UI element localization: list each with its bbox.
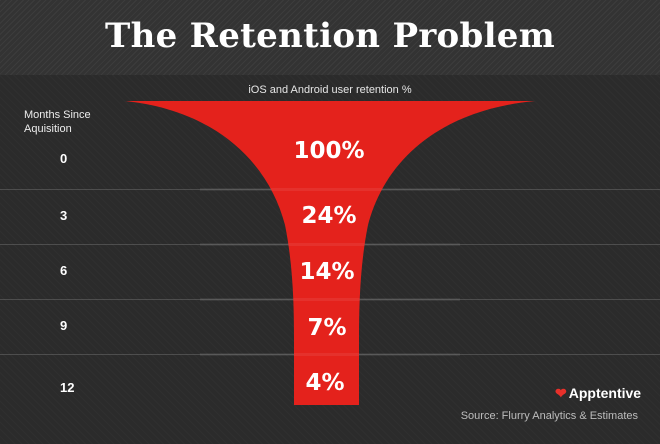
title-banner xyxy=(0,0,660,76)
chart-title: The Retention Problem xyxy=(104,16,556,56)
month-label-12: 12 xyxy=(60,380,75,395)
funnel-band xyxy=(200,243,460,246)
funnel-shape xyxy=(125,101,535,405)
funnel-band xyxy=(200,298,460,301)
brand-logo: ❤ Apptentive xyxy=(555,385,641,402)
month-label-6: 6 xyxy=(60,263,68,278)
funnel-row-bands xyxy=(200,188,460,356)
value-label-4: 4% xyxy=(305,370,344,396)
funnel-band xyxy=(200,353,460,356)
value-label-7: 7% xyxy=(307,315,346,341)
month-label-0: 0 xyxy=(60,151,68,166)
month-label-9: 9 xyxy=(60,318,68,333)
brand-name: Apptentive xyxy=(568,385,642,401)
chart-subtitle: iOS and Android user retention % xyxy=(248,84,412,96)
funnel-band xyxy=(200,188,460,191)
source-note: Source: Flurry Analytics & Estimates xyxy=(460,410,638,422)
value-label-24: 24% xyxy=(301,203,356,229)
value-label-100: 100% xyxy=(293,138,364,164)
value-label-14: 14% xyxy=(299,259,354,285)
axis-header: Months Since Aquisition xyxy=(24,109,91,135)
month-label-3: 3 xyxy=(60,208,68,223)
apptentive-heart-icon: ❤ xyxy=(555,385,567,401)
